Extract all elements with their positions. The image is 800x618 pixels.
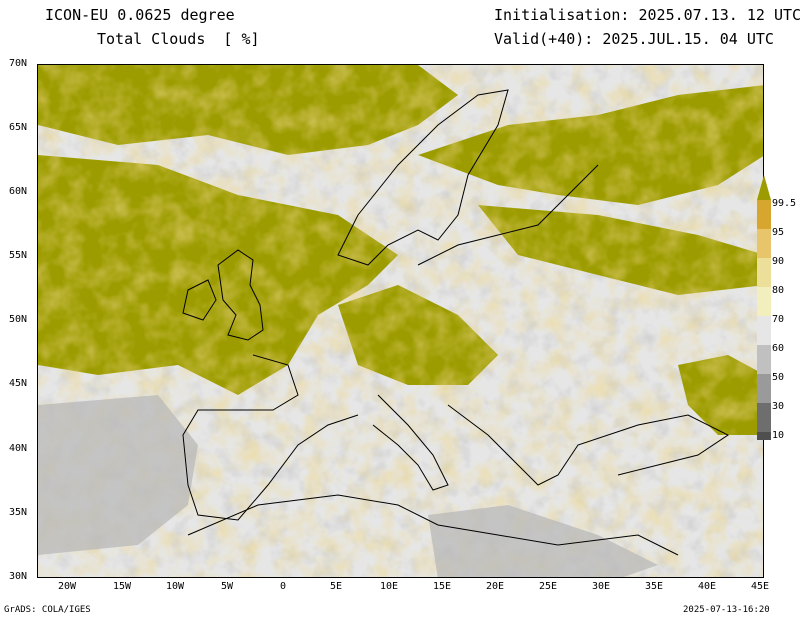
lat-label: 30N	[9, 571, 28, 582]
lat-label: 55N	[9, 250, 28, 261]
colorbar-swatch	[757, 287, 771, 316]
lat-label: 60N	[9, 186, 28, 197]
lon-label: 45E	[751, 581, 770, 592]
legend-label: 70	[772, 314, 785, 325]
init-time: Initialisation: 2025.07.13. 12 UTC	[494, 6, 800, 24]
colorbar	[757, 175, 771, 440]
map-canvas	[38, 65, 763, 577]
lon-label: 20E	[486, 581, 505, 592]
lat-label: 35N	[9, 507, 28, 518]
lat-label: 65N	[9, 122, 28, 133]
lon-label: 35E	[645, 581, 664, 592]
coastlines	[182, 89, 729, 556]
footer-credit: GrADS: COLA/IGES	[4, 605, 91, 615]
field-title: Total Clouds [ %]	[97, 30, 260, 48]
lon-label: 5W	[221, 581, 234, 592]
colorbar-swatch	[757, 432, 771, 440]
lon-label: 0	[280, 581, 287, 592]
model-title: ICON-EU 0.0625 degree	[45, 6, 235, 24]
lon-label: 10E	[380, 581, 399, 592]
lon-label: 10W	[166, 581, 185, 592]
mid-cloud-areas	[38, 395, 658, 577]
colorbar-swatch	[757, 229, 771, 258]
cloud-cover-map	[37, 64, 764, 578]
colorbar-swatch	[757, 316, 771, 345]
lon-label: 15E	[433, 581, 452, 592]
legend-label: 99.5	[772, 198, 797, 209]
lat-label: 40N	[9, 443, 28, 454]
lon-label: 30E	[592, 581, 611, 592]
colorbar-swatch	[757, 374, 771, 403]
legend-label: 10	[772, 430, 785, 441]
colorbar-swatch	[757, 345, 771, 374]
legend-label: 90	[772, 256, 785, 267]
lat-label: 70N	[9, 58, 28, 69]
legend-label: 50	[772, 372, 785, 383]
legend-label: 60	[772, 343, 785, 354]
lon-label: 5E	[330, 581, 343, 592]
lon-label: 40E	[698, 581, 717, 592]
colorbar-top-arrow	[757, 175, 771, 200]
colorbar-swatch	[757, 258, 771, 287]
lat-label: 50N	[9, 314, 28, 325]
valid-time: Valid(+40): 2025.JUL.15. 04 UTC	[494, 30, 774, 48]
colorbar-swatch	[757, 200, 771, 229]
legend-label: 80	[772, 285, 785, 296]
footer-timestamp: 2025-07-13-16:20	[683, 605, 770, 615]
legend-label: 30	[772, 401, 785, 412]
lon-label: 20W	[58, 581, 77, 592]
colorbar-swatch	[757, 403, 771, 432]
lat-label: 45N	[9, 378, 28, 389]
legend-label: 95	[772, 227, 785, 238]
lon-label: 15W	[113, 581, 132, 592]
lon-label: 25E	[539, 581, 558, 592]
